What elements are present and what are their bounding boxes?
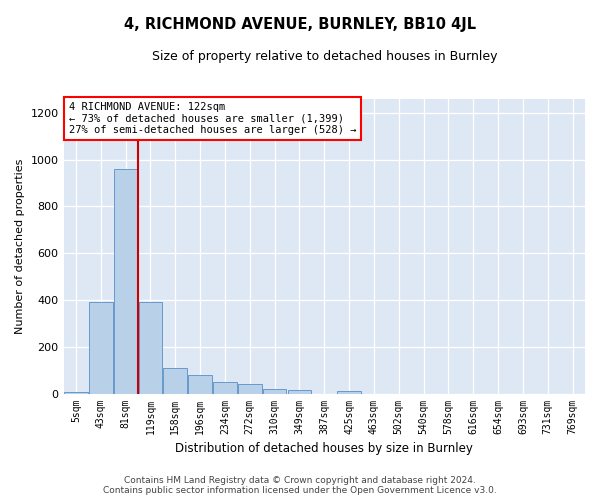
Bar	[64, 392, 88, 394]
Bar	[188, 375, 212, 394]
Bar	[213, 382, 237, 394]
Bar	[163, 368, 187, 394]
Text: Contains HM Land Registry data © Crown copyright and database right 2024.
Contai: Contains HM Land Registry data © Crown c…	[103, 476, 497, 495]
Bar	[287, 390, 311, 394]
Y-axis label: Number of detached properties: Number of detached properties	[15, 158, 25, 334]
Title: Size of property relative to detached houses in Burnley: Size of property relative to detached ho…	[152, 50, 497, 63]
Text: 4 RICHMOND AVENUE: 122sqm
← 73% of detached houses are smaller (1,399)
27% of se: 4 RICHMOND AVENUE: 122sqm ← 73% of detac…	[69, 102, 356, 135]
Bar	[139, 302, 162, 394]
Bar	[89, 302, 113, 394]
Bar	[263, 389, 286, 394]
X-axis label: Distribution of detached houses by size in Burnley: Distribution of detached houses by size …	[175, 442, 473, 455]
Bar	[238, 384, 262, 394]
Bar	[337, 390, 361, 394]
Text: 4, RICHMOND AVENUE, BURNLEY, BB10 4JL: 4, RICHMOND AVENUE, BURNLEY, BB10 4JL	[124, 18, 476, 32]
Bar	[114, 169, 137, 394]
